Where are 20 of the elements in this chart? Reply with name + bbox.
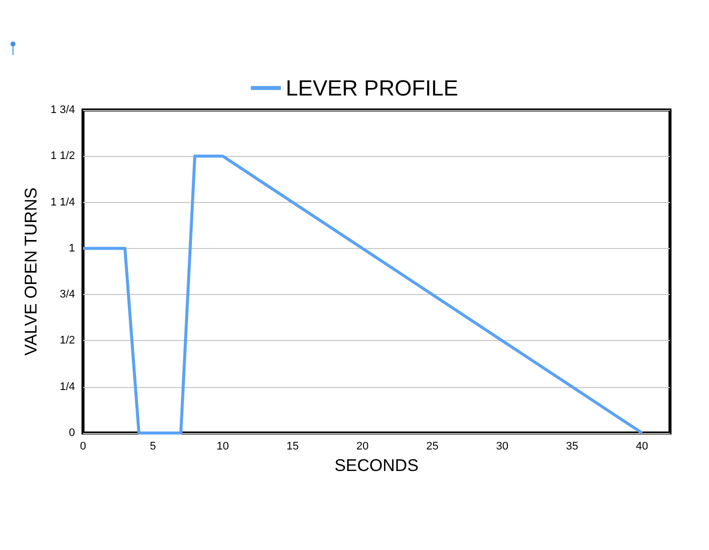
y-axis-title: VALVE OPEN TURNS [22, 187, 41, 356]
y-tick-label: 1/4 [60, 380, 75, 393]
x-tick-label: 35 [566, 440, 578, 452]
y-tick-label: 0 [68, 427, 75, 439]
y-tick-label: 1 1/2 [50, 150, 75, 162]
x-tick-label: 20 [356, 440, 369, 452]
x-tick-label: 30 [496, 440, 508, 452]
y-tick-label: 1/2 [60, 334, 75, 347]
y-tick-label: 1 [68, 242, 75, 254]
legend-label: LEVER PROFILE [286, 76, 458, 100]
x-tick-label: 10 [216, 440, 229, 452]
x-tick-label: 40 [636, 440, 648, 452]
y-tick-label: 1 1/4 [50, 196, 75, 208]
x-tick-label: 15 [286, 440, 299, 452]
x-tick-label: 0 [80, 440, 86, 452]
y-tick-label: 3/4 [60, 288, 75, 301]
x-axis-title: SECONDS [334, 456, 419, 475]
x-tick-label: 5 [150, 440, 156, 452]
x-tick-label: 25 [426, 440, 439, 452]
y-tick-label: 1 3/4 [50, 104, 75, 116]
